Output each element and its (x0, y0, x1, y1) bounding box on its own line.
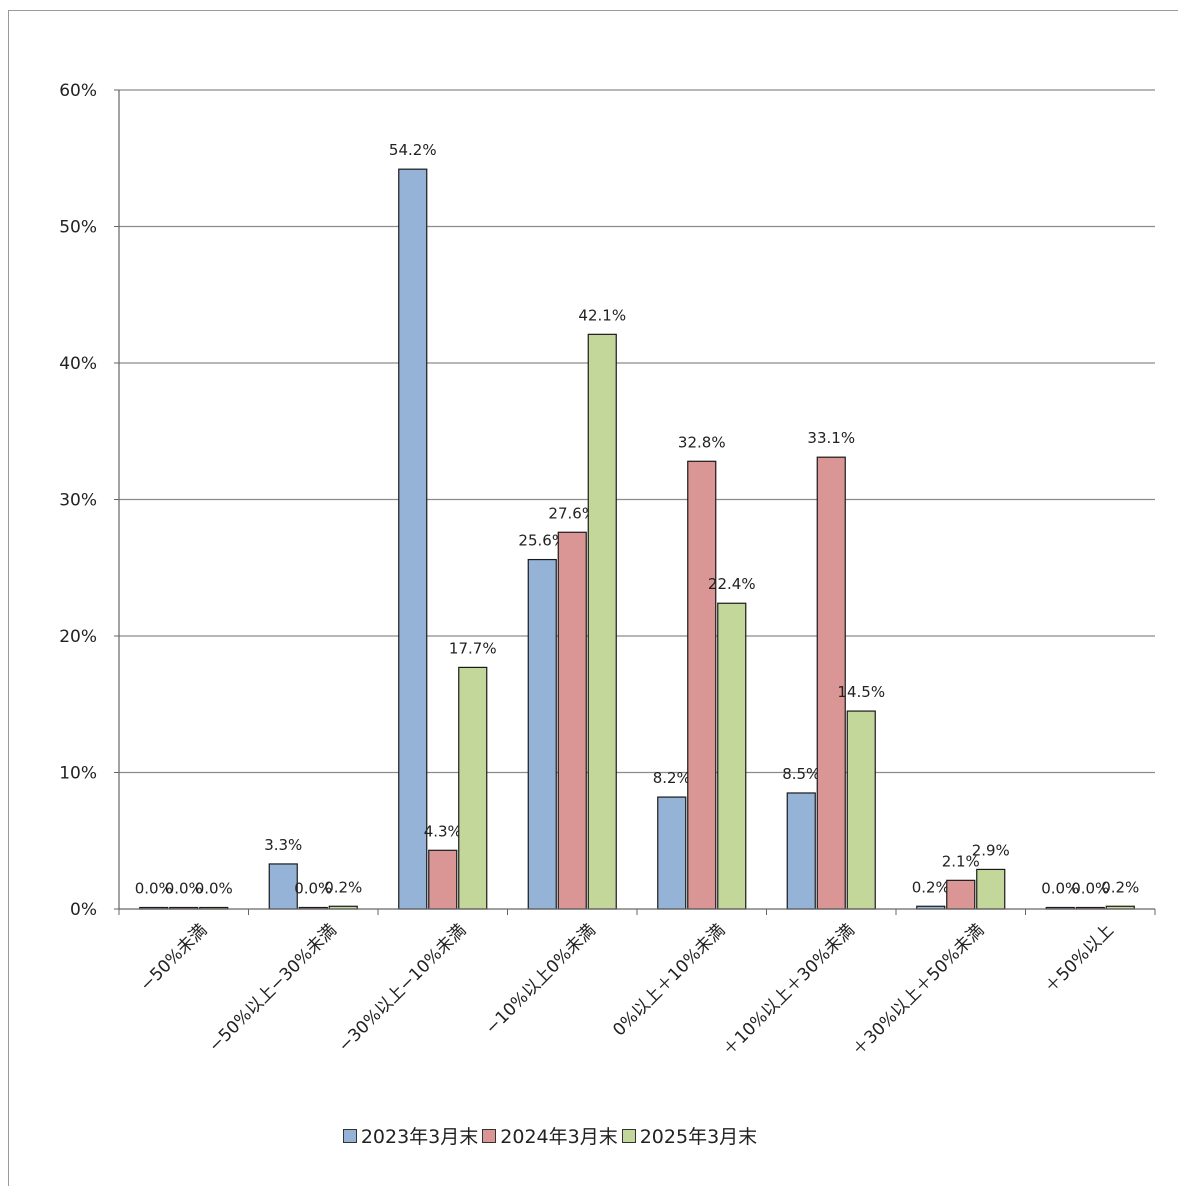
data-label: 0.0% (135, 880, 173, 898)
data-label: 54.2% (389, 141, 437, 159)
data-label: 32.8% (678, 433, 726, 451)
x-tick-label: ＋50%以上 (1041, 920, 1118, 997)
data-label: 3.3% (264, 836, 302, 854)
y-tick-label: 60% (59, 81, 97, 101)
data-label: 2.1% (942, 852, 980, 870)
bar-3-4 (587, 333, 617, 910)
data-label: 14.5% (837, 683, 885, 701)
bar-2-5 (687, 460, 717, 910)
legend-label: 2024年3月末 (500, 1126, 618, 1148)
legend-item: 2025年3月末 (621, 1122, 758, 1149)
legend-label: 2023年3月末 (360, 1126, 479, 1148)
legend-swatch (482, 1128, 497, 1143)
bar-2-3 (428, 849, 458, 910)
bar-3-5 (717, 602, 747, 910)
x-tick-label: −50%未満 (136, 920, 211, 995)
data-label: 42.1% (578, 306, 626, 324)
data-label: 0.0% (195, 880, 233, 898)
data-label: 0.0% (1041, 880, 1079, 898)
data-label: 8.2% (653, 769, 691, 787)
x-tick-label: 0%以上＋10%未満 (609, 920, 729, 1040)
y-tick-label: 0% (70, 900, 97, 920)
data-label: 0.2% (1101, 878, 1139, 896)
data-label: 0.0% (1071, 880, 1109, 898)
data-label: 22.4% (708, 575, 756, 593)
data-label: 0.0% (165, 880, 203, 898)
bar-1-3 (398, 168, 428, 910)
bar-1-6 (786, 792, 816, 910)
y-tick-label: 10% (59, 764, 97, 784)
legend-item: 2023年3月末 (342, 1122, 479, 1149)
x-tick-label: −10%以上0%未満 (482, 920, 600, 1038)
data-label: 17.7% (449, 639, 497, 657)
bar-3-6 (846, 710, 876, 910)
data-label: 8.5% (782, 765, 820, 783)
bar-1-5 (657, 796, 687, 910)
x-tick-label: ＋10%以上＋30%未満 (719, 920, 859, 1060)
y-tick-label: 50% (59, 218, 97, 238)
y-tick-label: 20% (59, 627, 97, 647)
bar-chart: 0%10%20%30%40%50%60%0.0%0.0%0.0%−50%未満3.… (59, 81, 1156, 1060)
data-label: 0.2% (324, 878, 362, 896)
y-tick-label: 40% (59, 354, 97, 374)
legend-swatch (342, 1128, 357, 1143)
data-label: 2.9% (972, 841, 1010, 859)
data-label: 25.6% (518, 532, 566, 550)
bar-2-6 (816, 456, 846, 910)
bar-1-2 (268, 863, 298, 910)
x-tick-label: −30%以上−10%未満 (334, 920, 470, 1056)
x-tick-label: −50%以上−30%未満 (205, 920, 341, 1056)
data-label: 33.1% (807, 429, 855, 447)
y-tick-label: 30% (59, 491, 97, 511)
data-label: 0.0% (294, 880, 332, 898)
data-label: 27.6% (548, 504, 596, 522)
legend-swatch (621, 1128, 636, 1143)
x-tick-label: ＋30%以上＋50%未満 (849, 920, 989, 1060)
data-label: 4.3% (424, 822, 462, 840)
legend-label: 2025年3月末 (639, 1126, 758, 1148)
data-label: 0.2% (912, 878, 950, 896)
bar-3-3 (458, 666, 488, 910)
bar-3-7 (976, 868, 1006, 910)
legend-item: 2024年3月末 (482, 1122, 618, 1149)
bar-2-4 (557, 531, 587, 910)
bar-1-4 (527, 558, 557, 910)
legend: 2023年3月末 2024年3月末 2025年3月末 (0, 1122, 1100, 1149)
bar-2-7 (946, 879, 976, 910)
chart-frame (8, 10, 1178, 1186)
